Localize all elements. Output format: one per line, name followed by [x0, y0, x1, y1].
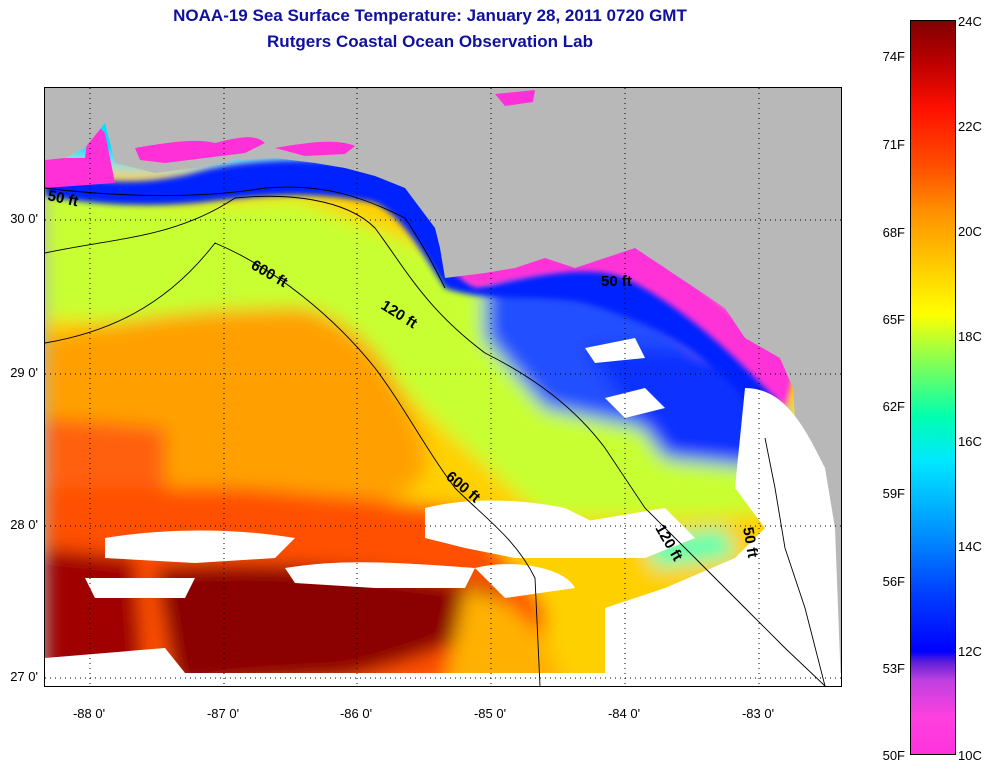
- colorbar-celsius-label: 14C: [958, 539, 982, 554]
- colorbar-fahrenheit-label: 53F: [882, 661, 905, 676]
- cold-nearshore-water: [445, 225, 795, 408]
- lon-label: -86 0': [339, 706, 373, 721]
- lat-label: 28 0': [10, 517, 38, 532]
- lat-label: 30 0': [10, 211, 38, 226]
- colorbar-celsius-label: 20C: [958, 224, 982, 239]
- lon-label: -87 0': [206, 706, 240, 721]
- sst-map-graphic: 50 ft 600 ft 120 ft 50 ft 600 ft 120 ft …: [45, 88, 841, 686]
- colorbar-fahrenheit-label: 50F: [882, 748, 905, 763]
- lon-label: -85 0': [473, 706, 507, 721]
- lat-label: 27 0': [10, 669, 38, 684]
- map-subtitle: Rutgers Coastal Ocean Observation Lab: [267, 32, 593, 51]
- map-title: NOAA-19 Sea Surface Temperature: January…: [173, 6, 687, 25]
- coastal-bay: [135, 137, 265, 163]
- colorbar-celsius-label: 24C: [958, 14, 982, 29]
- colorbar-fahrenheit-label: 71F: [882, 137, 905, 152]
- contour-label-50ft-east: 50 ft: [601, 273, 632, 290]
- colorbar-fahrenheit-label: 74F: [882, 49, 905, 64]
- colorbar-celsius-label: 18C: [958, 329, 982, 344]
- temperature-colorbar: [910, 20, 956, 755]
- lon-label: -83 0': [741, 706, 775, 721]
- sst-map: 50 ft 600 ft 120 ft 50 ft 600 ft 120 ft …: [44, 87, 842, 687]
- colorbar-fahrenheit-label: 56F: [882, 574, 905, 589]
- coastal-bay: [275, 141, 355, 156]
- lon-label: -88 0': [72, 706, 106, 721]
- mobile-bay-water: [45, 118, 115, 188]
- colorbar-fahrenheit-label: 68F: [882, 225, 905, 240]
- lon-label: -84 0': [607, 706, 641, 721]
- bathymetry-contours: [45, 186, 826, 686]
- contour-label-50ft-south: 50 ft: [739, 526, 761, 559]
- colorbar-celsius-label: 22C: [958, 119, 982, 134]
- colorbar-celsius-label: 12C: [958, 644, 982, 659]
- cloud-mask: [45, 338, 841, 686]
- colorbar-fahrenheit-label: 65F: [882, 312, 905, 327]
- colorbar-fahrenheit-label: 59F: [882, 486, 905, 501]
- colorbar-celsius-label: 16C: [958, 434, 982, 449]
- inland-lake: [495, 90, 535, 106]
- colorbar-celsius-label: 10C: [958, 748, 982, 763]
- coastal-cold-band: [45, 160, 785, 429]
- colorbar-fahrenheit-label: 62F: [882, 399, 905, 414]
- contour-label-50ft-west: 50 ft: [46, 187, 80, 210]
- land-mass: [45, 88, 841, 568]
- lat-label: 29 0': [10, 365, 38, 380]
